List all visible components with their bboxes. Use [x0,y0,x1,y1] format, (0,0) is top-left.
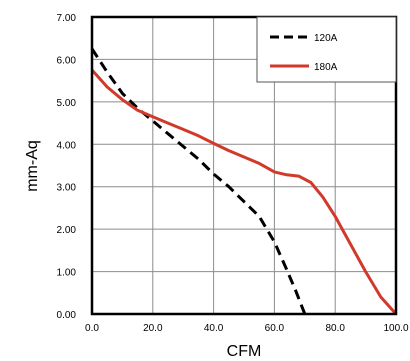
legend-label-120a: 120A [314,33,338,44]
y-tick-label: 6.00 [57,55,77,66]
y-tick-label: 4.00 [57,140,77,151]
y-tick-label: 1.00 [57,268,77,279]
legend: 120A 180A [256,16,397,83]
plot-frame [90,15,398,316]
x-tick-label: 20.0 [143,323,163,334]
series-line-120a [90,47,307,315]
legend-box [256,16,397,83]
x-tick-label: 40.0 [204,323,224,334]
tick-labels: 0.0 20.0 40.0 60.0 80.0 100.0 0.00 1.00 2.00 3.00… [57,13,409,334]
x-tick-label: 60.0 [265,323,285,334]
y-tick-label: 0.00 [57,310,77,321]
y-tick-label: 5.00 [57,98,77,109]
y-axis-title: mm-Aq [24,140,41,192]
legend-label-180a: 180A [314,62,338,73]
series-layer [90,47,398,315]
x-tick-label: 100.0 [383,323,408,334]
y-tick-label: 7.00 [57,13,77,24]
x-tick-label: 80.0 [325,323,345,334]
y-tick-label: 2.00 [57,225,77,236]
x-tick-label: 0.0 [85,323,99,334]
y-tick-label: 3.00 [57,183,77,194]
series-line-180a [90,69,398,315]
x-axis-title: CFM [227,343,262,360]
